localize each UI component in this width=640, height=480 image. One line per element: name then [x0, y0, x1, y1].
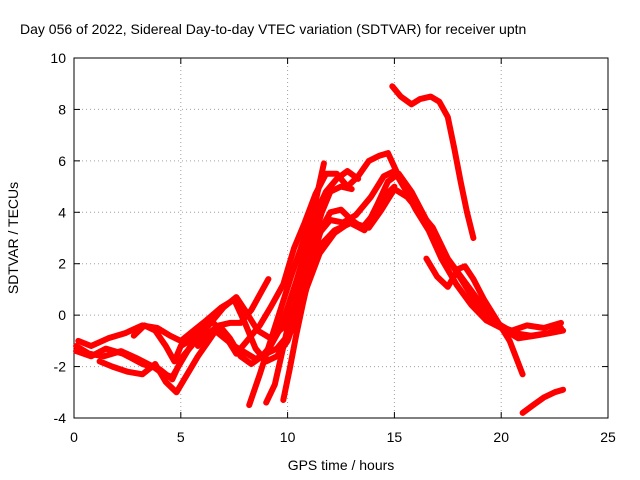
series-line-sat-h	[263, 183, 355, 406]
x-tick-label: 25	[600, 429, 616, 445]
y-tick-label: -4	[54, 410, 67, 426]
series-line-sat-k	[423, 255, 526, 378]
series-line-sat-j	[389, 83, 477, 241]
y-tick-label: 10	[50, 50, 66, 66]
series-line-sat-i	[280, 183, 398, 403]
axis-ticks: 0 5 10 15 20 25 -4 -2 0 2 4 6 8 10	[50, 50, 616, 445]
series-line-sat-l	[519, 386, 567, 416]
x-tick-label: 0	[70, 429, 78, 445]
y-tick-label: 4	[58, 204, 66, 220]
y-tick-label: -2	[54, 359, 67, 375]
y-tick-label: 8	[58, 101, 66, 117]
x-axis-label: GPS time / hours	[288, 457, 395, 473]
plot-frame	[73, 57, 609, 419]
x-tick-label: 15	[387, 429, 403, 445]
series-line-sat-d	[130, 150, 423, 365]
x-tick-label: 20	[493, 429, 509, 445]
series-line-sat-f	[194, 276, 272, 349]
series-line-sat-e	[96, 168, 362, 396]
series-line-sat-g	[246, 160, 327, 409]
x-tick-label: 5	[177, 429, 185, 445]
series-layer	[73, 83, 567, 416]
y-axis-label: SDTVAR / TECUs	[5, 182, 21, 294]
y-tick-label: 6	[58, 153, 66, 169]
chart-title: Day 056 of 2022, Sidereal Day-to-day VTE…	[20, 21, 526, 37]
x-tick-label: 10	[280, 429, 296, 445]
y-tick-label: 0	[58, 307, 66, 323]
y-tick-label: 2	[58, 256, 66, 272]
